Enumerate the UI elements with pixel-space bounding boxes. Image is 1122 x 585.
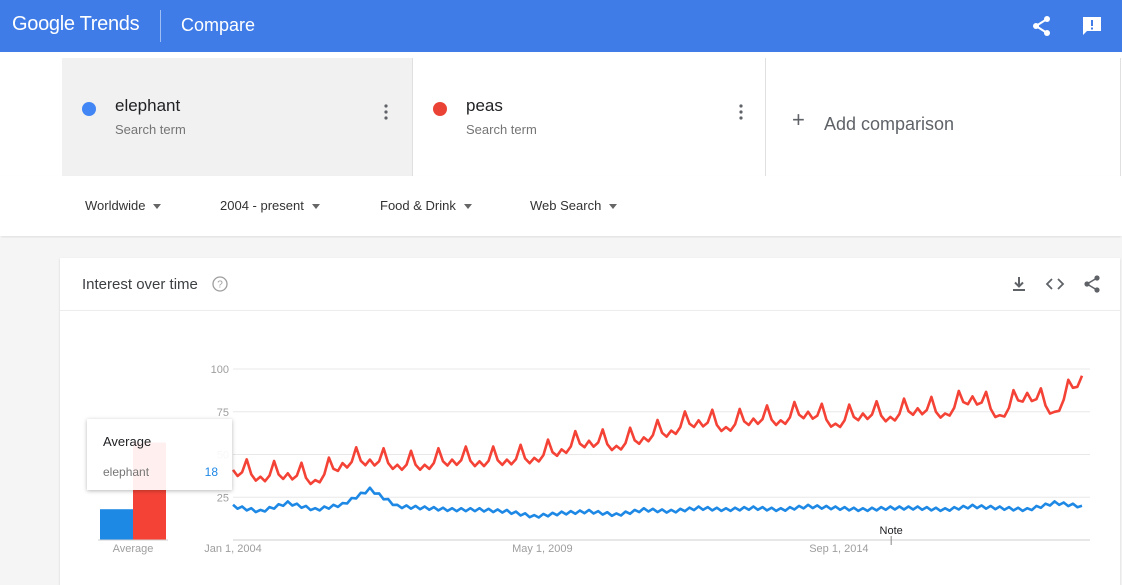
card-title: Interest over time [82, 276, 198, 293]
google-trends-logo[interactable]: Google Trends [12, 13, 140, 35]
interest-over-time-card: Interest over time ? [60, 258, 1120, 585]
header-divider [160, 10, 161, 42]
series-line-elephant [232, 486, 1083, 519]
region-dropdown[interactable]: Worldwide [85, 198, 162, 213]
y-tick-label: 100 [211, 364, 229, 376]
card-divider [60, 310, 1120, 311]
y-tick-label: 25 [217, 492, 229, 504]
feedback-icon[interactable] [1080, 14, 1104, 38]
page-title: Compare [181, 15, 256, 35]
tooltip-term: elephant [103, 465, 150, 479]
filter-bar: Worldwide 2004 - present Food & Drink We… [0, 176, 1122, 236]
term-name: elephant [115, 96, 181, 115]
category-dropdown[interactable]: Food & Drink [380, 198, 472, 213]
search-type-dropdown[interactable]: Web Search [530, 198, 618, 213]
add-comparison-label: Add comparison [824, 114, 955, 134]
average-bar-elephant [100, 509, 133, 540]
note-annotation: Note [880, 525, 903, 537]
x-tick-label: Jan 1, 2004 [204, 543, 262, 555]
tooltip-title: Average [103, 434, 152, 449]
embed-icon[interactable] [1045, 275, 1065, 293]
average-tooltip: Average elephant 18 [87, 419, 232, 490]
download-icon[interactable] [1010, 275, 1028, 293]
dropdown-caret-icon [463, 204, 472, 210]
term-card-peas[interactable]: peas Search term [413, 58, 766, 176]
term-color-dot [433, 102, 447, 116]
more-vert-icon[interactable] [739, 103, 743, 121]
series-line-peas [231, 375, 1084, 486]
x-tick-label: Sep 1, 2014 [809, 543, 868, 555]
comparison-terms: elephant Search term peas Search term + … [0, 52, 1122, 176]
x-tick-label: May 1, 2009 [512, 543, 573, 555]
term-subtitle: Search term [115, 122, 186, 137]
dropdown-caret-icon [153, 204, 162, 210]
svg-text:?: ? [217, 280, 223, 291]
help-icon[interactable]: ? [212, 276, 228, 292]
term-color-dot [82, 102, 96, 116]
more-vert-icon[interactable] [384, 103, 388, 121]
category-value: Food & Drink [380, 198, 456, 213]
region-value: Worldwide [85, 198, 146, 213]
share-icon[interactable] [1030, 14, 1054, 38]
search-type-value: Web Search [530, 198, 602, 213]
plus-icon: + [792, 107, 805, 132]
dropdown-caret-icon [609, 204, 618, 210]
tooltip-value: 18 [204, 465, 218, 479]
top-app-bar: Google Trends Compare [0, 0, 1122, 52]
time-range-value: 2004 - present [220, 198, 304, 213]
term-card-elephant[interactable]: elephant Search term [62, 58, 413, 176]
add-comparison-button[interactable]: + Add comparison [766, 58, 1121, 176]
term-name: peas [466, 96, 503, 115]
share-icon[interactable] [1082, 274, 1102, 294]
average-label: Average [113, 543, 154, 555]
y-tick-label: 75 [217, 407, 229, 419]
term-subtitle: Search term [466, 122, 537, 137]
dropdown-caret-icon [311, 204, 320, 210]
time-range-dropdown[interactable]: 2004 - present [220, 198, 320, 213]
